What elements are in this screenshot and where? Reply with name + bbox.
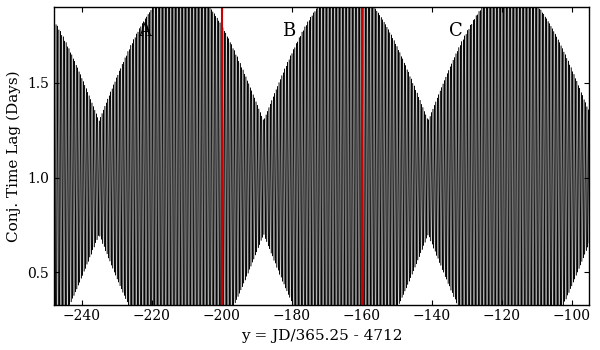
Text: A: A xyxy=(138,22,151,40)
Y-axis label: Conj. Time Lag (Days): Conj. Time Lag (Days) xyxy=(7,70,22,241)
X-axis label: y = JD/365.25 - 4712: y = JD/365.25 - 4712 xyxy=(241,329,402,343)
Text: C: C xyxy=(449,22,463,40)
Text: B: B xyxy=(281,22,295,40)
